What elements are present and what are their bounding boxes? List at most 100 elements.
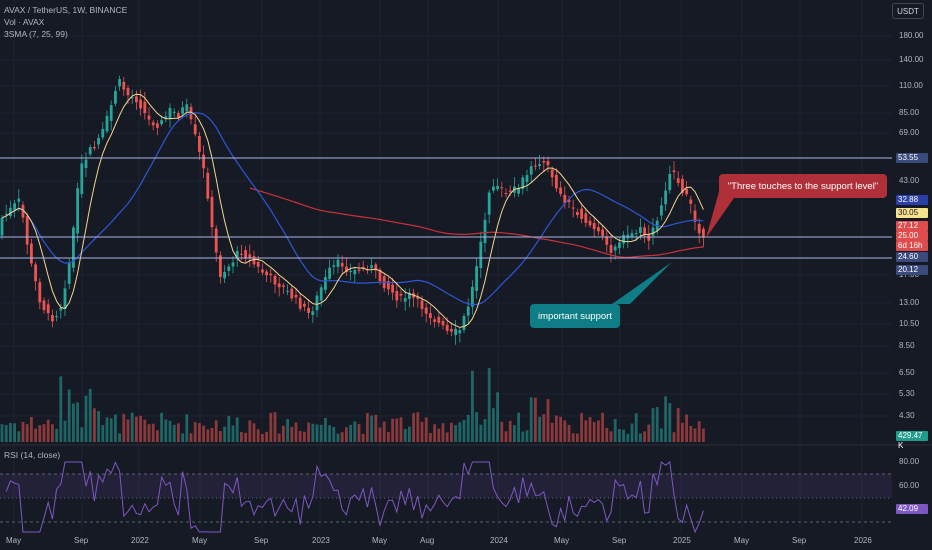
important-support-callout[interactable]: important support xyxy=(530,304,620,328)
three-touches-callout[interactable]: "Three touches to the support level" xyxy=(719,174,887,198)
candle-body xyxy=(80,163,84,194)
volume-bar xyxy=(109,418,113,442)
candle-body xyxy=(387,281,390,290)
candle-body xyxy=(483,219,487,244)
candle-body xyxy=(126,88,130,96)
volume-bar xyxy=(504,431,508,442)
candle-body xyxy=(34,264,37,282)
candle-body xyxy=(353,270,357,275)
time-tick: Sep xyxy=(254,536,269,545)
volume-bar xyxy=(231,425,235,442)
price-label: 20.12 xyxy=(896,265,928,275)
volume-bar xyxy=(395,418,399,442)
volume-bar xyxy=(366,413,369,442)
price-label: 32.88 xyxy=(896,195,928,205)
volume-bar xyxy=(164,419,168,442)
candle-body xyxy=(462,315,466,330)
volume-bar xyxy=(651,408,655,442)
volume-bar xyxy=(240,432,243,442)
price-tick: 8.50 xyxy=(899,341,915,350)
sma-7-line xyxy=(1,93,704,328)
volume-bar xyxy=(597,420,600,442)
candle-body xyxy=(542,161,546,163)
volume-bar xyxy=(412,413,415,442)
candle-body xyxy=(479,241,483,269)
candle-body xyxy=(391,284,394,293)
volume-bar xyxy=(59,376,63,442)
volume-bar xyxy=(34,428,37,442)
price-tick: 6.50 xyxy=(899,368,915,377)
candle-body xyxy=(496,185,499,190)
candle-body xyxy=(256,261,260,267)
candle-body xyxy=(345,266,348,273)
legend-volume[interactable]: Vol · AVAX xyxy=(4,17,45,27)
candle-body xyxy=(429,313,432,319)
candle-body xyxy=(676,178,680,183)
volume-bar xyxy=(151,423,155,442)
volume-bar xyxy=(38,425,42,442)
volume-bar xyxy=(521,431,525,442)
volume-bar xyxy=(618,429,621,442)
candle-body xyxy=(84,159,88,168)
price-tick: 85.00 xyxy=(899,108,920,117)
legend-symbol[interactable]: AVAX / TetherUS, 1W, BINANCE xyxy=(4,5,128,15)
volume-bar xyxy=(542,414,546,442)
candle-body xyxy=(681,178,684,194)
candle-body xyxy=(55,316,58,318)
volume-bar xyxy=(9,423,12,442)
candle-body xyxy=(466,306,470,316)
time-tick: May xyxy=(554,536,570,545)
candle-body xyxy=(374,264,378,271)
volume-bar xyxy=(370,415,373,442)
time-tick: May xyxy=(6,536,22,545)
volume-bar xyxy=(265,431,268,442)
volume-bar xyxy=(387,431,390,442)
volume-bar xyxy=(555,415,558,442)
time-tick: Sep xyxy=(74,536,89,545)
volume-bars xyxy=(0,368,705,442)
volume-bar xyxy=(0,424,4,442)
volume-bar xyxy=(643,431,646,442)
candle-body xyxy=(231,262,235,267)
price-tick: 4.30 xyxy=(899,411,915,420)
volume-bar xyxy=(84,395,88,442)
price-tick: 5.30 xyxy=(899,389,915,398)
candle-body xyxy=(508,190,512,192)
volume-bar xyxy=(664,396,667,442)
volume-bar xyxy=(101,425,105,442)
legend-sma[interactable]: 3SMA (7, 25, 99) xyxy=(4,29,68,39)
candle-body xyxy=(185,104,189,112)
rsi-tick: 80.00 xyxy=(899,457,920,466)
volume-bar xyxy=(357,424,361,442)
candle-body xyxy=(177,113,180,118)
candle-body xyxy=(689,199,693,204)
volume-bar xyxy=(269,412,273,442)
volume-bar xyxy=(290,426,294,442)
price-label: 25.00 xyxy=(896,231,928,241)
time-tick: May xyxy=(192,536,208,545)
candle-body xyxy=(282,285,285,287)
rsi-legend[interactable]: RSI (14, close) xyxy=(4,450,61,460)
volume-bar xyxy=(433,424,436,442)
candle-body xyxy=(618,242,621,249)
volume-bar xyxy=(462,419,466,442)
candle-body xyxy=(416,297,420,299)
volume-bar xyxy=(592,422,596,442)
candle-body xyxy=(59,307,63,311)
candle-body xyxy=(538,164,541,167)
volume-bar xyxy=(210,427,214,442)
volume-bar xyxy=(559,416,562,442)
volume-bar xyxy=(147,424,151,442)
volume-bar xyxy=(630,423,634,442)
volume-bar xyxy=(21,421,25,442)
price-tick: 10.50 xyxy=(899,319,920,328)
price-tick: 13.00 xyxy=(899,298,920,307)
candle-body xyxy=(584,213,588,223)
candle-body xyxy=(135,96,138,103)
candle-body xyxy=(559,187,562,194)
candle-body xyxy=(151,122,155,126)
currency-button[interactable]: USDT xyxy=(892,3,924,19)
grid-lines xyxy=(0,0,892,532)
